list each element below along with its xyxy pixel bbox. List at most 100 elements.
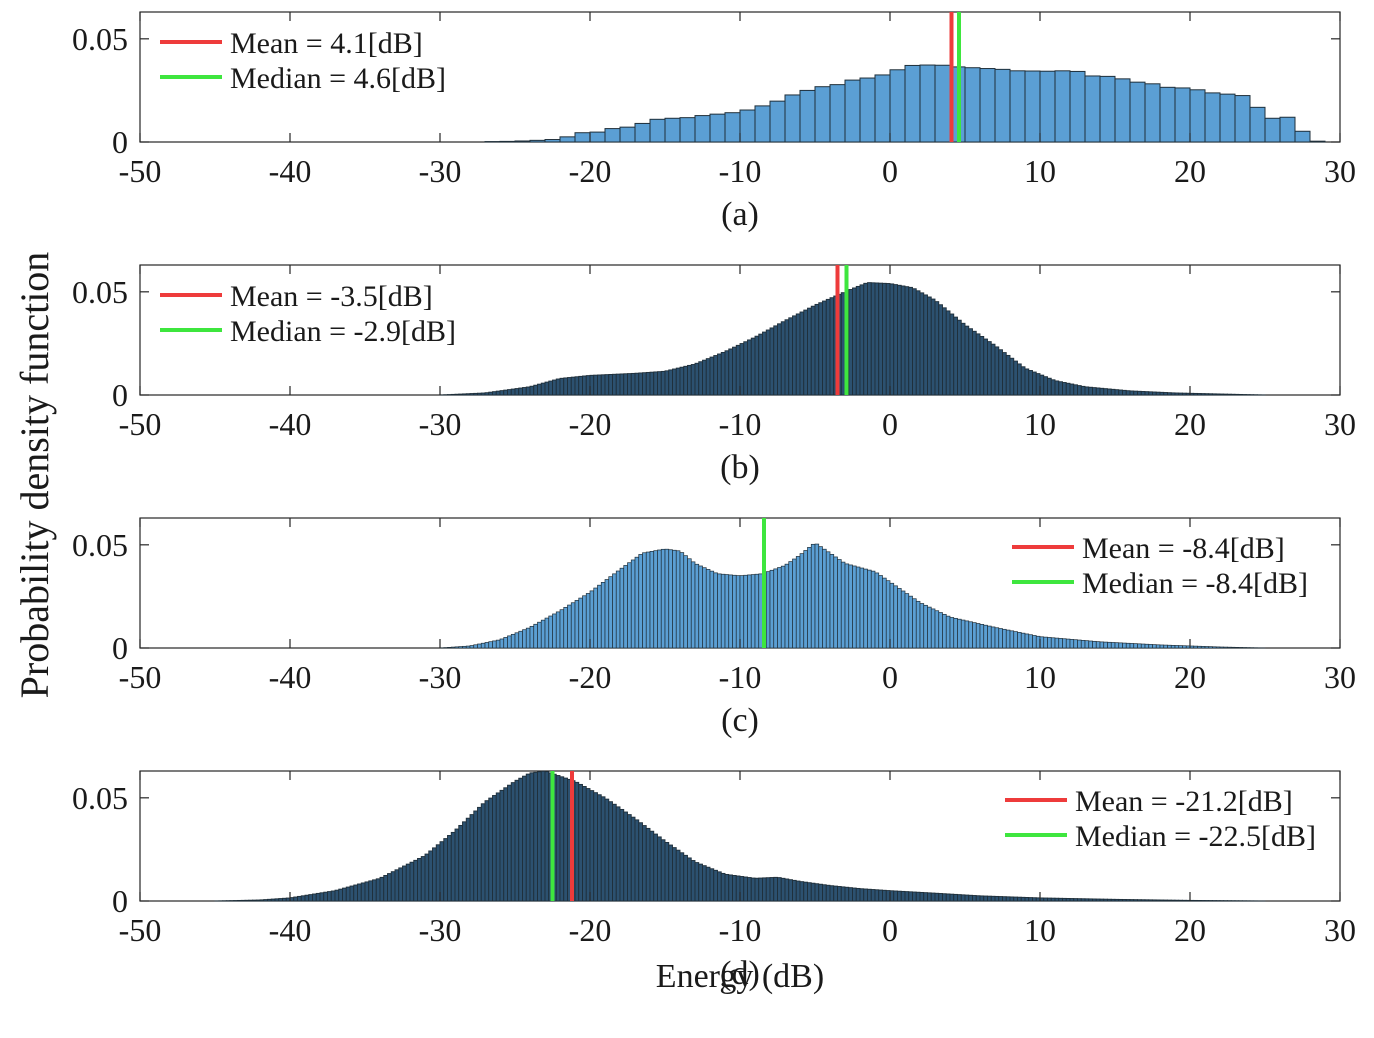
- histogram-bar: [630, 559, 636, 649]
- histogram-bar: [375, 878, 381, 902]
- histogram-bar: [675, 849, 681, 902]
- histogram-bar: [1024, 368, 1030, 396]
- histogram-bar: [810, 882, 816, 902]
- histogram-bar: [653, 550, 658, 649]
- histogram-bar: [1069, 383, 1075, 396]
- histogram-bar: [1159, 86, 1176, 143]
- histogram-bar: [1092, 387, 1097, 396]
- histogram-bar: [300, 895, 306, 902]
- histogram-bar: [732, 574, 737, 649]
- histogram-bar: [833, 556, 838, 649]
- histogram-bar: [1009, 70, 1026, 143]
- x-tick-label: -10: [719, 659, 762, 695]
- histogram-bar: [777, 877, 782, 902]
- histogram-bar: [353, 884, 358, 902]
- histogram-bar: [518, 777, 523, 902]
- histogram-bar: [979, 335, 985, 396]
- histogram-bar: [709, 570, 715, 649]
- histogram-bar: [1197, 645, 1202, 649]
- legend: Mean = 4.1[dB]Median = 4.6[dB]: [160, 27, 446, 95]
- histogram-bar: [1084, 75, 1101, 143]
- histogram-bar: [480, 803, 486, 902]
- histogram-bar: [833, 885, 838, 902]
- panel-label: (c): [721, 702, 759, 739]
- histogram-bar: [900, 285, 906, 396]
- histogram-bar: [1122, 642, 1127, 649]
- histogram-bar: [979, 895, 985, 902]
- histogram-bar: [1009, 630, 1015, 649]
- histogram-bar: [653, 833, 658, 902]
- histogram-bar: [837, 886, 842, 902]
- histogram-bar: [1080, 898, 1086, 902]
- histogram-bar: [960, 322, 966, 396]
- x-tick-label: -10: [719, 912, 762, 948]
- histogram-bar: [1159, 644, 1165, 649]
- histogram-bar: [792, 879, 797, 902]
- histogram-bar: [983, 895, 988, 902]
- y-tick-label: 0.05: [72, 274, 128, 310]
- histogram-bar: [964, 325, 970, 396]
- histogram-bar: [1054, 70, 1071, 143]
- histogram-bar: [1103, 641, 1108, 649]
- histogram-bar: [1170, 645, 1176, 649]
- histogram-bar: [874, 572, 880, 649]
- histogram-bar: [987, 625, 992, 649]
- histogram-bar: [638, 822, 643, 902]
- panel-c: -50 -40 -30 -20 -10 0 10 20 30 0 0.05 Mean = -8.4[d…: [72, 517, 1356, 739]
- histogram-bar: [1152, 644, 1157, 649]
- histogram-bar: [1200, 646, 1206, 649]
- histogram-bar: [563, 607, 568, 649]
- histogram-bar: [1092, 898, 1097, 902]
- histogram-bar: [1009, 357, 1015, 396]
- histogram-bar: [1077, 385, 1082, 396]
- histogram-bar: [488, 797, 493, 902]
- histogram-bar: [687, 857, 692, 902]
- histogram-bar: [1279, 116, 1296, 143]
- histogram-bar: [829, 84, 846, 143]
- y-tick-label: 0.05: [72, 21, 128, 57]
- histogram-bar: [1020, 632, 1026, 649]
- histogram-bar: [1309, 140, 1326, 143]
- histogram-bar: [735, 575, 741, 649]
- histogram-bar: [882, 577, 887, 649]
- histogram-bar: [514, 779, 520, 902]
- histogram-bar: [1088, 640, 1093, 649]
- histogram-bar: [799, 881, 805, 902]
- histogram-bar: [694, 362, 700, 396]
- histogram-bar: [694, 563, 700, 649]
- histogram-bar: [758, 333, 763, 396]
- histogram-bar: [679, 366, 685, 396]
- histogram-bar: [574, 600, 580, 649]
- histogram-bar: [750, 337, 756, 396]
- x-tick-label: -30: [419, 406, 462, 442]
- histogram-bar: [893, 890, 898, 902]
- x-tick-label: -10: [719, 153, 762, 189]
- histogram-bar: [702, 567, 707, 649]
- histogram-bar: [608, 801, 613, 902]
- histogram-bar: [559, 377, 565, 396]
- histogram-bar: [803, 550, 808, 649]
- histogram-bar: [664, 370, 670, 396]
- histogram-bar: [713, 869, 718, 902]
- histogram-bar: [1167, 644, 1172, 649]
- histogram-bar: [454, 646, 460, 649]
- histogram-bar: [1212, 646, 1217, 649]
- histogram-bar: [1137, 899, 1142, 902]
- histogram-bar: [507, 784, 512, 902]
- histogram-bar: [1017, 632, 1022, 649]
- histogram-bar: [582, 595, 587, 649]
- histogram-bar: [1032, 635, 1037, 649]
- histogram-bar: [784, 563, 790, 649]
- histogram-bar: [874, 282, 880, 396]
- histogram-bar: [979, 68, 996, 143]
- histogram-bar: [1178, 645, 1183, 649]
- histogram-bar: [863, 568, 868, 649]
- histogram-bar: [1215, 393, 1221, 396]
- histogram-bar: [604, 374, 610, 396]
- histogram-bar: [739, 109, 756, 143]
- histogram-bar: [1125, 642, 1131, 649]
- panel-label: (a): [721, 196, 759, 233]
- histogram-bar: [870, 570, 876, 649]
- histogram-bar: [923, 892, 928, 902]
- histogram-bar: [503, 389, 508, 396]
